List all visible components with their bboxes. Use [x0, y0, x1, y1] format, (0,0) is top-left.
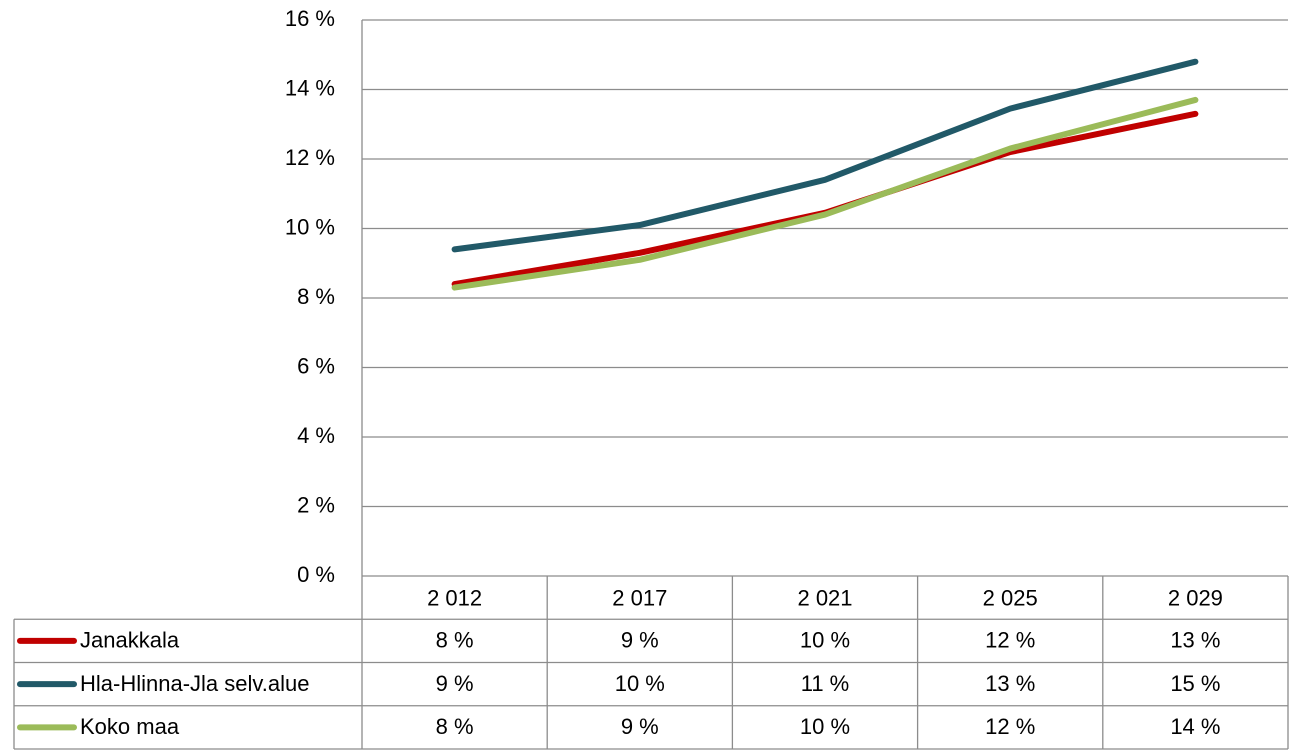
y-tick-label: 14 %	[285, 75, 335, 100]
y-tick-label: 16 %	[285, 6, 335, 31]
table-value: 14 %	[1170, 714, 1220, 739]
y-tick-label: 4 %	[297, 423, 335, 448]
y-tick-label: 6 %	[297, 353, 335, 378]
legend-label: Hla-Hlinna-Jla selv.alue	[80, 671, 309, 696]
x-tick-label: 2 017	[612, 585, 667, 610]
table-value: 13 %	[1170, 628, 1220, 653]
y-tick-label: 12 %	[285, 145, 335, 170]
table-value: 12 %	[985, 628, 1035, 653]
table-value: 10 %	[800, 628, 850, 653]
table-value: 9 %	[436, 671, 474, 696]
legend-label: Janakkala	[80, 628, 180, 653]
table-value: 13 %	[985, 671, 1035, 696]
x-tick-label: 2 012	[427, 585, 482, 610]
y-tick-label: 0 %	[297, 562, 335, 587]
table-value: 11 %	[801, 671, 850, 696]
table-value: 8 %	[436, 714, 474, 739]
x-tick-label: 2 025	[983, 585, 1038, 610]
y-tick-label: 2 %	[297, 492, 335, 517]
table-value: 8 %	[436, 628, 474, 653]
table-value: 9 %	[621, 628, 659, 653]
table-value: 10 %	[615, 671, 665, 696]
x-tick-label: 2 021	[797, 585, 852, 610]
table-value: 10 %	[800, 714, 850, 739]
y-tick-label: 10 %	[285, 214, 335, 239]
series-line	[451, 58, 1199, 253]
legend-label: Koko maa	[80, 714, 180, 739]
series-line	[451, 96, 1199, 291]
series-line	[451, 110, 1199, 288]
table-value: 15 %	[1170, 671, 1220, 696]
table-value: 12 %	[985, 714, 1035, 739]
y-tick-label: 8 %	[297, 284, 335, 309]
table-value: 9 %	[621, 714, 659, 739]
x-tick-label: 2 029	[1168, 585, 1223, 610]
